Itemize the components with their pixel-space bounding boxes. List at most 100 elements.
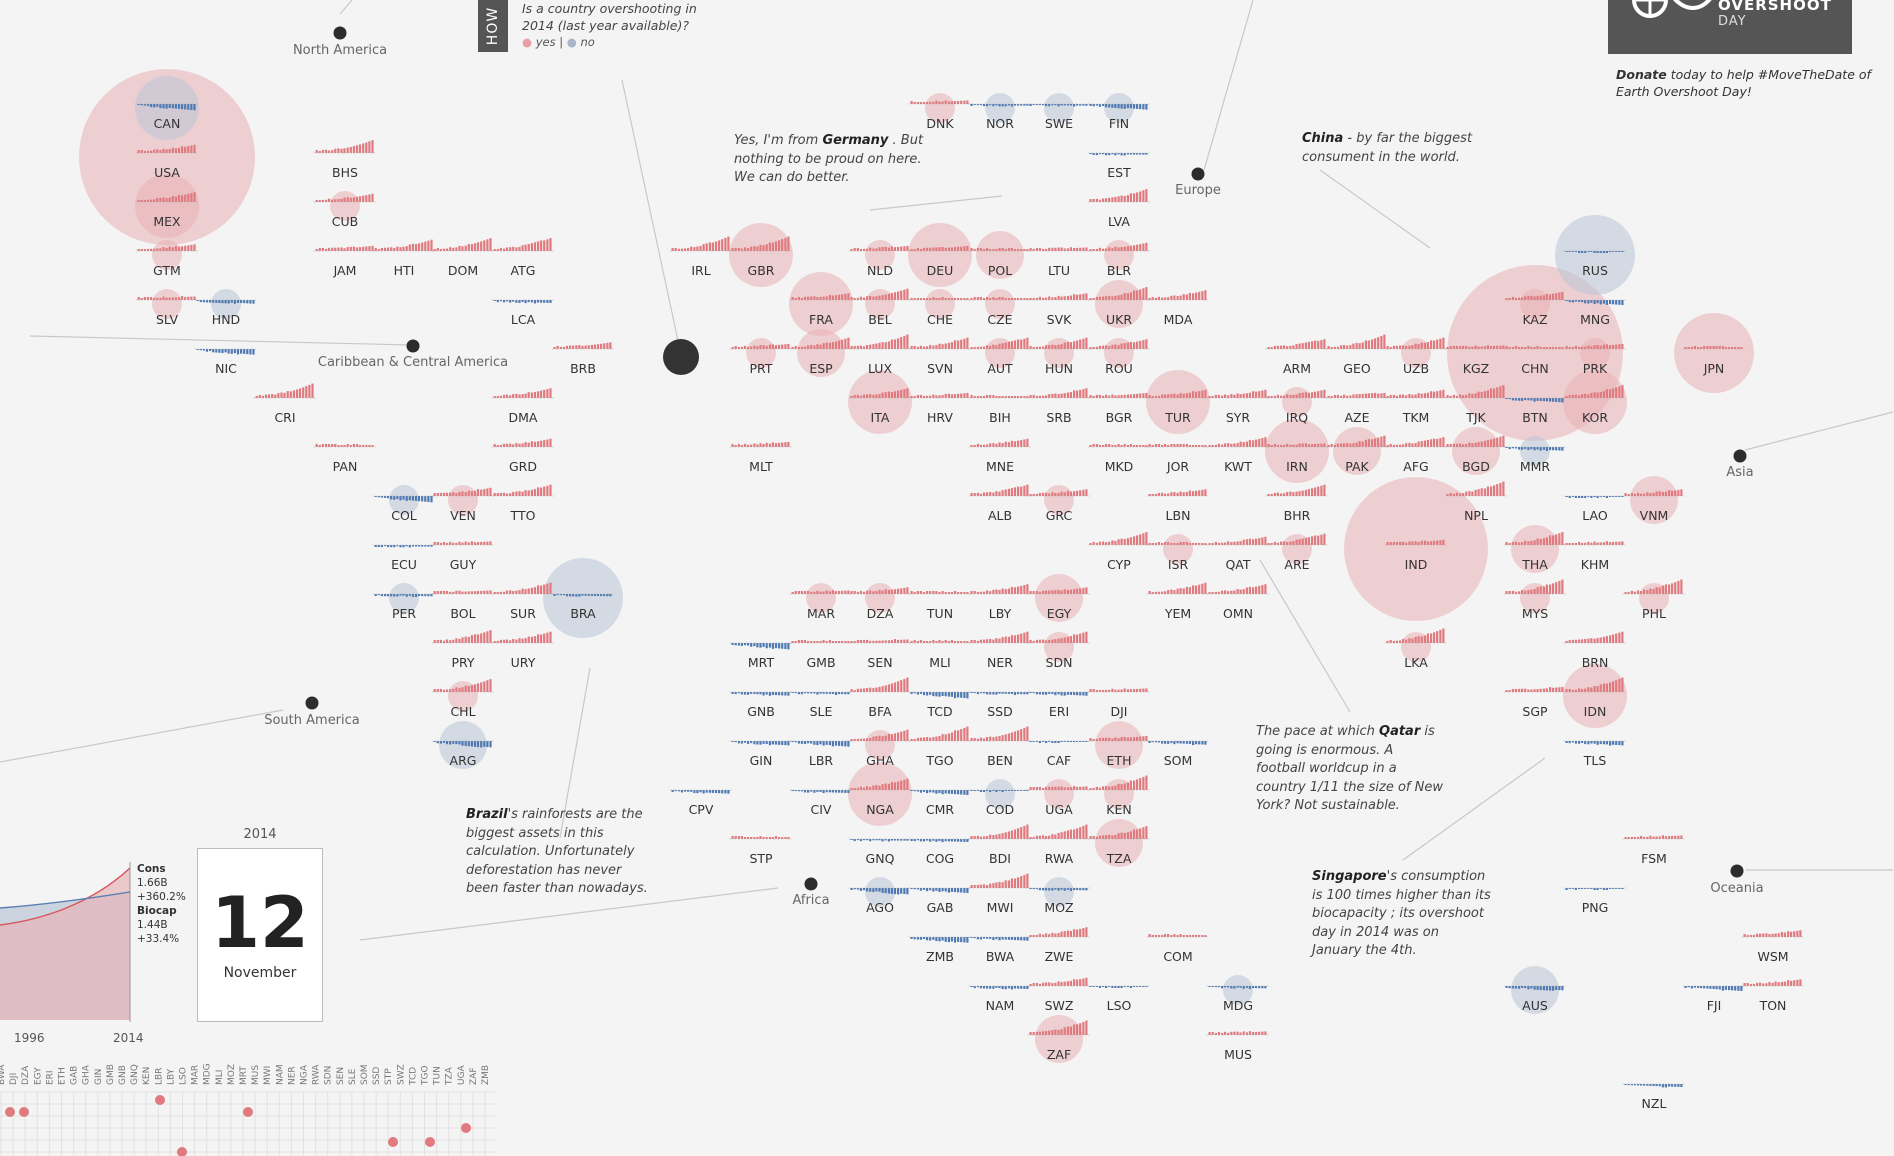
country-bel[interactable]: BEL: [848, 288, 912, 327]
country-npl[interactable]: NPL: [1444, 481, 1508, 523]
country-caf[interactable]: CAF: [1027, 740, 1091, 768]
country-cze[interactable]: CZE: [968, 297, 1032, 327]
bubble-mdg[interactable]: [1223, 975, 1253, 1005]
country-fra[interactable]: FRA: [789, 293, 853, 327]
bubble-bgd[interactable]: [1452, 427, 1500, 475]
bubble-deu[interactable]: [908, 223, 972, 287]
region-dot-africa[interactable]: [804, 877, 818, 891]
country-hnd[interactable]: HND: [194, 299, 258, 327]
country-bgr[interactable]: BGR: [1087, 392, 1151, 425]
bubble-ago[interactable]: [865, 877, 895, 907]
country-hun[interactable]: HUN: [1027, 337, 1091, 376]
country-kaz[interactable]: KAZ: [1503, 291, 1567, 327]
country-lva[interactable]: LVA: [1087, 189, 1151, 229]
country-civ[interactable]: CIV: [789, 789, 853, 817]
country-lso[interactable]: LSO: [1087, 985, 1151, 1013]
country-tgo[interactable]: TGO: [908, 726, 972, 768]
country-lao[interactable]: LAO: [1563, 495, 1627, 523]
country-dnk[interactable]: DNK: [908, 100, 972, 131]
bubble-tha[interactable]: [1511, 525, 1559, 573]
country-png[interactable]: PNG: [1563, 887, 1627, 915]
country-khm[interactable]: KHM: [1563, 541, 1627, 572]
country-che[interactable]: CHE: [908, 297, 972, 327]
country-lka[interactable]: LKA: [1384, 628, 1448, 670]
country-sur[interactable]: SUR: [491, 582, 555, 621]
country-cpv[interactable]: CPV: [669, 789, 733, 817]
country-sdn[interactable]: SDN: [1027, 631, 1091, 670]
bubble-nor[interactable]: [985, 93, 1015, 123]
country-tjk[interactable]: TJK: [1444, 385, 1508, 425]
country-bih[interactable]: BIH: [968, 395, 1032, 425]
country-gnb[interactable]: GNB: [729, 691, 793, 719]
country-dji[interactable]: DJI: [1087, 688, 1151, 719]
country-jor[interactable]: JOR: [1146, 444, 1210, 474]
country-gha[interactable]: GHA: [848, 729, 912, 768]
country-cri[interactable]: CRI: [253, 383, 317, 425]
country-mda[interactable]: MDA: [1146, 290, 1210, 327]
bubble-usa[interactable]: [79, 69, 255, 245]
bubble-uzb[interactable]: [1401, 338, 1431, 368]
country-ago[interactable]: AGO: [848, 887, 912, 915]
country-cod[interactable]: COD: [968, 789, 1032, 817]
region-dot-europe[interactable]: [1191, 167, 1205, 181]
bubble-che[interactable]: [925, 289, 955, 319]
bubble-sdn[interactable]: [1044, 632, 1074, 662]
country-gin[interactable]: GIN: [729, 740, 793, 768]
country-rwa[interactable]: RWA: [1027, 824, 1091, 866]
country-atg[interactable]: ATG: [491, 238, 555, 278]
country-arm[interactable]: ARM: [1265, 339, 1329, 376]
country-mar[interactable]: MAR: [789, 590, 853, 621]
bubble-isr[interactable]: [1163, 534, 1193, 564]
country-com[interactable]: COM: [1146, 934, 1210, 964]
country-idn[interactable]: IDN: [1563, 677, 1627, 719]
country-mne[interactable]: MNE: [968, 438, 1032, 474]
country-dma[interactable]: DMA: [491, 388, 555, 425]
region-dot-caribbean-central-america[interactable]: [406, 339, 420, 353]
country-swe[interactable]: SWE: [1027, 103, 1091, 131]
country-bfa[interactable]: BFA: [848, 677, 912, 719]
country-lbn[interactable]: LBN: [1146, 489, 1210, 523]
donate-text[interactable]: Donate today to help #MoveTheDate of Ear…: [1616, 66, 1876, 100]
country-deu[interactable]: DEU: [908, 245, 972, 278]
bubble-cze[interactable]: [985, 289, 1015, 319]
country-esp[interactable]: ESP: [789, 337, 853, 376]
bubble-nga[interactable]: [848, 762, 912, 826]
country-yem[interactable]: YEM: [1146, 582, 1210, 621]
country-fsm[interactable]: FSM: [1622, 835, 1686, 866]
bubble-blr[interactable]: [1104, 240, 1134, 270]
region-dot-south-america[interactable]: [305, 696, 319, 710]
country-nga[interactable]: NGA: [848, 778, 912, 817]
world-dot[interactable]: [663, 339, 699, 375]
bubble-moz[interactable]: [1044, 877, 1074, 907]
country-alb[interactable]: ALB: [968, 484, 1032, 523]
country-usa[interactable]: USA: [135, 144, 199, 180]
country-brn[interactable]: BRN: [1563, 631, 1627, 670]
bubble-tza[interactable]: [1095, 819, 1143, 867]
country-pak[interactable]: PAK: [1325, 435, 1389, 474]
country-fin[interactable]: FIN: [1087, 103, 1151, 131]
country-sgp[interactable]: SGP: [1503, 686, 1567, 719]
country-grd[interactable]: GRD: [491, 438, 555, 474]
country-ton[interactable]: TON: [1741, 979, 1805, 1013]
country-cmr[interactable]: CMR: [908, 789, 972, 817]
bubble-gtm[interactable]: [152, 240, 182, 270]
country-nic[interactable]: NIC: [194, 348, 258, 376]
country-mkd[interactable]: MKD: [1087, 444, 1151, 474]
bubble-tur[interactable]: [1146, 370, 1210, 434]
country-bwa[interactable]: BWA: [968, 936, 1032, 964]
country-est[interactable]: EST: [1087, 152, 1151, 180]
country-tza[interactable]: TZA: [1087, 826, 1151, 866]
country-are[interactable]: ARE: [1265, 533, 1329, 572]
bubble-mex[interactable]: [135, 174, 199, 238]
country-tto[interactable]: TTO: [491, 484, 555, 523]
country-prt[interactable]: PRT: [729, 343, 793, 376]
country-bgd[interactable]: BGD: [1444, 435, 1508, 474]
country-tkm[interactable]: TKM: [1384, 389, 1448, 425]
country-nld[interactable]: NLD: [848, 245, 912, 278]
bubble-gbr[interactable]: [729, 223, 793, 287]
country-sen[interactable]: SEN: [848, 639, 912, 670]
country-tha[interactable]: THA: [1503, 532, 1567, 572]
bubble-rus[interactable]: [1555, 215, 1635, 295]
country-slv[interactable]: SLV: [135, 296, 199, 327]
bubble-ukr[interactable]: [1095, 280, 1143, 328]
